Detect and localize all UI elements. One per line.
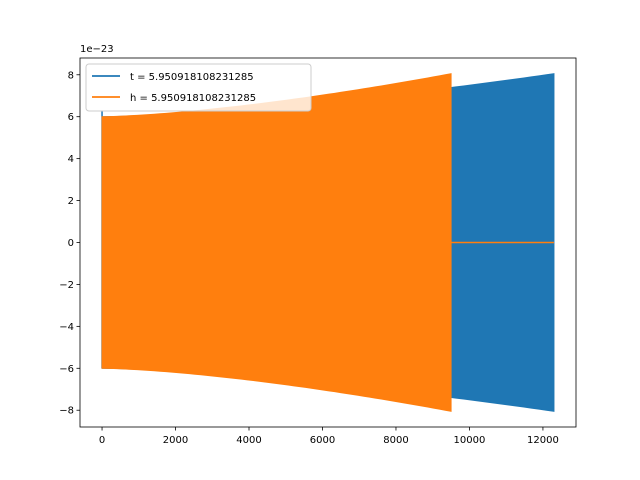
x-tick-label: 6000 (310, 435, 335, 446)
x-tick-label: 4000 (236, 435, 261, 446)
y-tick-label: −2 (59, 280, 74, 291)
x-tick-label: 2000 (163, 435, 188, 446)
legend-box (85, 63, 312, 112)
legend-label-h: h = 5.950918108231285 (130, 93, 256, 104)
series-layer (101, 73, 555, 412)
y-tick-label: 2 (68, 196, 74, 207)
x-tick-label: 0 (99, 435, 105, 446)
y-tick-label: −6 (59, 364, 74, 375)
legend: t = 5.950918108231285 h = 5.950918108231… (85, 63, 312, 112)
legend-label-t: t = 5.950918108231285 (130, 72, 254, 83)
y-tick-label: 8 (68, 70, 74, 81)
series-1-oscillation (101, 73, 452, 412)
y-tick-label: 0 (68, 238, 74, 249)
y-axis: −8 −6 −4 −2 0 2 4 6 8 (59, 70, 80, 417)
x-tick-label: 12000 (527, 435, 559, 446)
x-tick-label: 8000 (383, 435, 408, 446)
y-tick-label: 6 (68, 112, 74, 123)
y-axis-offset-label: 1e−23 (80, 44, 114, 55)
x-tick-label: 10000 (454, 435, 486, 446)
x-axis: 0 2000 4000 6000 8000 10000 12000 (99, 427, 559, 446)
y-tick-label: −8 (59, 406, 74, 417)
y-tick-label: −4 (59, 322, 74, 333)
y-tick-label: 4 (68, 154, 74, 165)
